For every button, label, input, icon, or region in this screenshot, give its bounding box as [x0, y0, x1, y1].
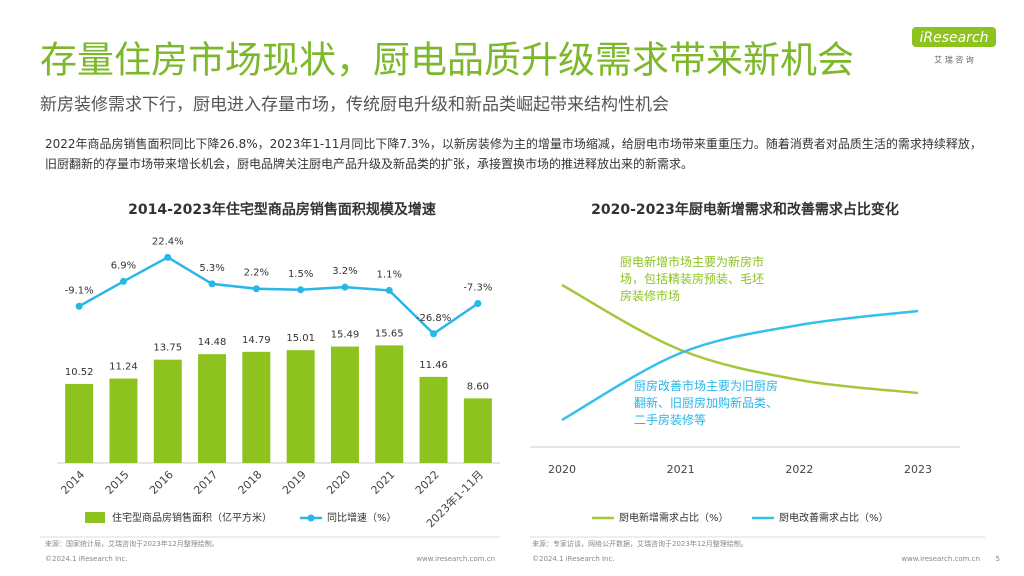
data-label: 2.2%	[244, 268, 269, 279]
bar	[286, 350, 315, 463]
bar	[330, 346, 359, 463]
data-label: 14.79	[242, 335, 271, 346]
data-label: 10.52	[65, 367, 94, 378]
point	[297, 286, 305, 294]
bar	[419, 376, 448, 463]
data-label: 22.4%	[152, 236, 184, 247]
data-label: 11.46	[419, 360, 448, 371]
point	[430, 330, 438, 338]
page-number: 5	[996, 555, 1000, 563]
bar	[375, 345, 404, 463]
data-label: -7.3%	[463, 282, 492, 293]
website: www.iresearch.com.cn	[901, 555, 980, 563]
point	[75, 302, 83, 310]
data-label: 3.2%	[332, 266, 357, 277]
point	[208, 280, 216, 288]
x-tick-label: 2022	[413, 468, 442, 497]
data-label: 15.01	[286, 333, 315, 344]
body-text: 2022年商品房销售面积同比下降26.8%，2023年1-11月同比下降7.3%…	[45, 137, 982, 171]
x-tick-label: 2023	[904, 463, 932, 476]
annotation: 厨房改善市场主要为旧厨房翻新、旧厨房加购新品类、二手房装修等	[634, 379, 779, 427]
point	[385, 286, 393, 294]
title: 存量住房市场现状，厨电品质升级需求带来新机会	[40, 39, 854, 82]
chart-title: 2020-2023年厨电新增需求和改善需求占比变化	[591, 201, 899, 218]
annotation: 厨电新增市场主要为新房市场，包括精装房预装、毛坯房装修市场	[620, 255, 765, 303]
data-label: 6.9%	[111, 260, 136, 271]
logo-box	[912, 27, 996, 47]
data-label: 8.60	[467, 381, 489, 392]
bar	[109, 378, 138, 463]
data-label: 15.49	[331, 330, 360, 341]
line	[561, 309, 919, 422]
bar	[65, 383, 94, 463]
logo: iResearch	[919, 30, 988, 46]
data-label: 15.65	[375, 328, 404, 339]
legend-label: 同比增速（%）	[327, 511, 397, 524]
point	[474, 299, 482, 307]
subtitle: 新房装修需求下行，厨电进入存量市场，传统厨电升级和新品类崛起带来结构性机会	[40, 95, 669, 115]
website: www.iresearch.com.cn	[416, 555, 495, 563]
logo-sub: 艾 瑞 咨 询	[934, 55, 974, 65]
data-label: 1.5%	[288, 269, 313, 280]
chart-title: 2014-2023年住宅型商品房销售面积规模及增速	[128, 201, 436, 218]
x-tick-label: 2021	[369, 468, 398, 497]
legend-label: 厨电新增需求占比（%）	[619, 511, 729, 524]
line	[561, 283, 919, 395]
x-tick-label: 2019	[280, 468, 309, 497]
bar	[153, 359, 182, 463]
point	[252, 285, 260, 293]
data-label: 5.3%	[199, 263, 224, 274]
bar	[463, 398, 492, 463]
x-tick-label: 2017	[191, 468, 220, 497]
data-label: -9.1%	[65, 285, 94, 296]
bar	[242, 351, 271, 463]
source: 来源：专家访谈，网络公开数据，艾瑞咨询于2023年12月整理绘制。	[532, 539, 748, 548]
legend-label: 厨电改善需求占比（%）	[779, 511, 889, 524]
line	[78, 255, 479, 336]
source: 来源：国家统计局，艾瑞咨询于2023年12月整理绘制。	[45, 539, 219, 548]
data-label: 1.1%	[377, 269, 402, 280]
point	[341, 283, 349, 291]
data-label: -26.8%	[416, 313, 451, 324]
copyright: ©2024.1 iResearch Inc.	[532, 555, 615, 563]
x-tick-label: 2021	[667, 463, 695, 476]
x-tick-label: 2016	[147, 468, 176, 497]
x-tick-label: 2022	[785, 463, 813, 476]
legend-label: 住宅型商品房销售面积（亿平方米）	[112, 511, 272, 524]
x-tick-label: 2015	[103, 468, 132, 497]
x-tick-label: 2020	[324, 468, 353, 497]
legend-marker	[307, 514, 315, 522]
x-tick-label: 2018	[236, 468, 265, 497]
x-tick-label: 2014	[58, 468, 87, 497]
data-label: 14.48	[198, 337, 227, 348]
point	[164, 253, 172, 261]
legend-swatch	[85, 512, 105, 523]
point	[119, 277, 127, 285]
data-label: 11.24	[109, 362, 138, 373]
x-tick-label: 2020	[548, 463, 576, 476]
copyright: ©2024.1 iResearch Inc.	[45, 555, 128, 563]
bar	[198, 354, 227, 463]
data-label: 13.75	[153, 343, 182, 354]
